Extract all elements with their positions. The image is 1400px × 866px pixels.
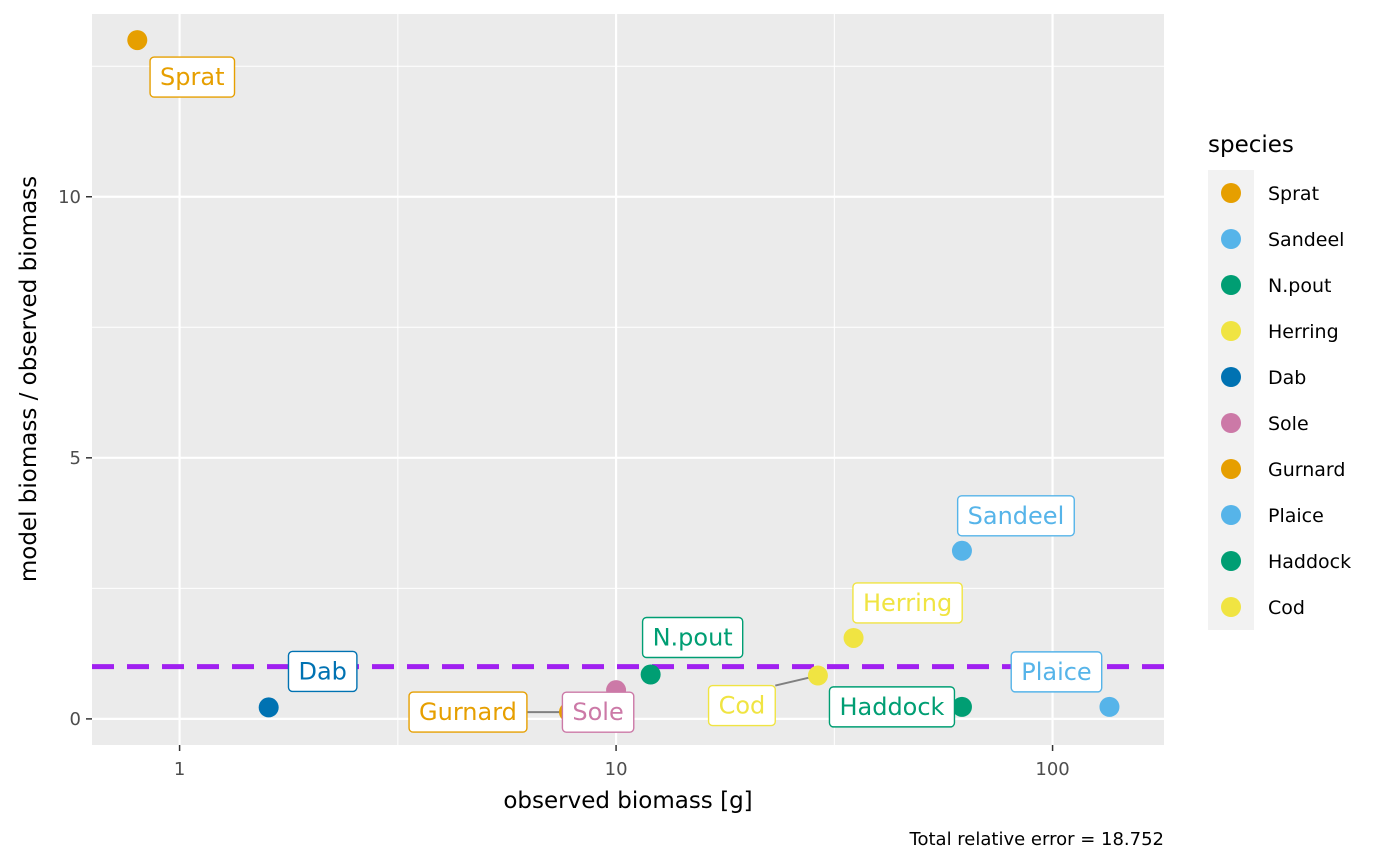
legend-label-sandeel: Sandeel	[1268, 229, 1344, 251]
legend-label-gurnard: Gurnard	[1268, 459, 1345, 481]
legend-label-herring: Herring	[1268, 321, 1339, 343]
label-text-sole: Sole	[572, 698, 623, 726]
legend-key-npout	[1221, 275, 1241, 295]
caption: Total relative error = 18.752	[909, 829, 1164, 850]
legend-key-cod	[1221, 597, 1241, 617]
label-box-haddock	[828, 686, 956, 728]
label-box-gurnard	[408, 691, 528, 733]
label-box-npout	[641, 616, 744, 659]
point-cod	[807, 665, 828, 686]
label-text-plaice: Plaice	[1021, 658, 1091, 686]
point-npout	[640, 664, 661, 685]
label-haddock: Haddock	[828, 686, 956, 728]
label-box-cod	[707, 684, 776, 727]
label-text-haddock: Haddock	[839, 693, 944, 721]
label-text-sandeel: Sandeel	[968, 502, 1065, 530]
point-plaice	[1099, 696, 1120, 717]
legend-title: species	[1208, 132, 1294, 158]
point-haddock	[951, 696, 972, 717]
legend-label-dab: Dab	[1268, 367, 1306, 389]
legend-key-sprat	[1221, 183, 1241, 203]
label-herring: Herring	[852, 582, 963, 624]
legend-key-gurnard	[1221, 459, 1241, 479]
label-text-herring: Herring	[863, 589, 952, 617]
y-tick-label: 5	[70, 448, 81, 469]
label-dab: Dab	[287, 650, 358, 693]
label-npout: N.pout	[641, 616, 744, 659]
plot-panel	[92, 14, 1164, 745]
label-box-plaice	[1010, 651, 1103, 693]
point-sandeel	[951, 540, 972, 561]
legend-label-plaice: Plaice	[1268, 505, 1324, 527]
point-labels: Sprat Sandeel N.pout Herring Dab Sole Gurnard P…	[149, 56, 1103, 733]
label-sprat: Sprat	[149, 56, 236, 98]
label-text-npout: N.pout	[653, 624, 733, 652]
legend-label-sole: Sole	[1268, 413, 1309, 435]
legend-label-cod: Cod	[1268, 597, 1305, 619]
legend-key-dab	[1221, 367, 1241, 387]
point-herring	[843, 627, 864, 648]
label-cod: Cod	[707, 684, 776, 727]
label-box-sandeel	[956, 495, 1075, 537]
label-text-dab: Dab	[298, 657, 346, 685]
x-tick-label: 1	[174, 759, 185, 780]
label-text-gurnard: Gurnard	[419, 698, 517, 726]
y-tick-label: 10	[58, 187, 81, 208]
legend-label-haddock: Haddock	[1268, 551, 1351, 573]
label-plaice: Plaice	[1010, 651, 1103, 693]
legend-label-sprat: Sprat	[1268, 183, 1319, 205]
label-sole: Sole	[561, 691, 635, 733]
legend: Sprat Sandeel N.pout Herring Dab Sole Gurnard P…	[1208, 170, 1351, 630]
label-box-herring	[852, 582, 963, 624]
legend-key-haddock	[1221, 551, 1241, 571]
legend-key-sandeel	[1221, 229, 1241, 249]
label-box-sole	[561, 691, 635, 733]
y-tick-label: 0	[70, 709, 81, 730]
y-axis-title: model biomass / observed biomass	[16, 176, 42, 582]
x-tick-label: 10	[605, 759, 628, 780]
legend-label-npout: N.pout	[1268, 275, 1331, 297]
label-text-sprat: Sprat	[160, 63, 224, 91]
label-sandeel: Sandeel	[956, 495, 1075, 537]
axes: 1 10 100 0 5 10	[58, 187, 1070, 780]
point-dab	[258, 697, 279, 718]
label-box-sprat	[149, 56, 236, 98]
label-text-cod: Cod	[719, 692, 766, 720]
x-tick-label: 100	[1035, 759, 1069, 780]
x-axis-title: observed biomass [g]	[503, 788, 752, 814]
point-sprat	[127, 30, 148, 51]
legend-key-plaice	[1221, 505, 1241, 525]
legend-key-herring	[1221, 321, 1241, 341]
label-gurnard: Gurnard	[408, 691, 528, 733]
label-box-dab	[287, 650, 358, 693]
legend-key-sole	[1221, 413, 1241, 433]
